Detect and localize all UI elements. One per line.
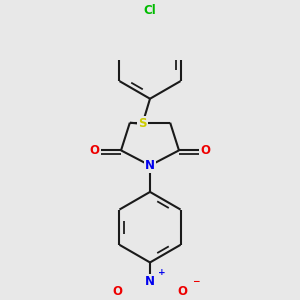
Text: O: O: [178, 285, 188, 298]
Text: S: S: [138, 117, 147, 130]
Text: O: O: [90, 144, 100, 157]
Text: O: O: [112, 285, 122, 298]
Text: N: N: [145, 275, 155, 288]
Text: Cl: Cl: [144, 4, 156, 17]
Text: N: N: [145, 159, 155, 172]
Text: O: O: [200, 144, 210, 157]
Text: −: −: [192, 277, 199, 286]
Text: +: +: [158, 268, 165, 277]
